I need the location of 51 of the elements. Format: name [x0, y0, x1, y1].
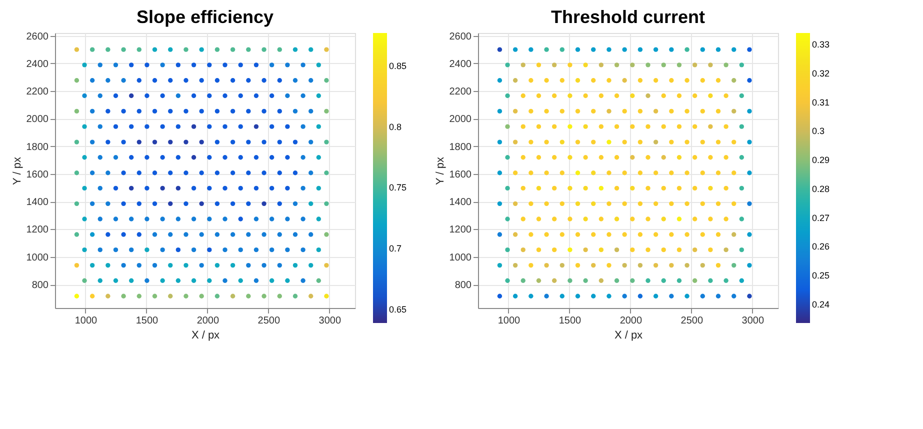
x-tick-label: 1500	[558, 316, 582, 326]
y-tick-label: 1200	[26, 224, 49, 236]
x-tick-label: 3000	[742, 316, 764, 326]
y-tick-label: 1800	[449, 142, 472, 153]
x-tick-label: 1000	[498, 316, 521, 326]
x-tick-label: 2500	[258, 316, 280, 326]
color-bar-label: 0.65	[389, 304, 407, 315]
y-tick-label: 1000	[449, 252, 472, 264]
y-tick-label: 1600	[26, 169, 49, 180]
x-axis-title: X / px	[614, 330, 644, 342]
color-bar-label: 0.7	[389, 244, 402, 254]
y-tick-label: 1400	[449, 197, 472, 208]
color-bar-label: 0.29	[812, 155, 830, 166]
y-tick-label: 800	[454, 280, 472, 292]
y-tick-label: 1000	[26, 252, 49, 264]
x-tick-label: 2500	[680, 316, 704, 326]
y-axis-title: Y / px	[434, 156, 446, 185]
y-tick-label: 1600	[449, 169, 472, 180]
y-tick-label: 1400	[26, 197, 49, 208]
color-bar-label: 0.26	[812, 242, 830, 252]
y-tick-label: 2000	[26, 114, 49, 126]
chart-title: Slope efficiency	[136, 6, 274, 27]
y-tick-label: 2600	[26, 31, 49, 42]
y-tick-label: 2600	[449, 31, 472, 42]
x-axis-title: X / px	[191, 330, 220, 342]
y-tick-label: 800	[32, 280, 49, 292]
x-tick-label: 3000	[318, 316, 342, 326]
x-tick-label: 1000	[74, 316, 98, 326]
x-tick-label: 2000	[620, 316, 642, 326]
x-tick-label: 1500	[136, 316, 159, 326]
y-tick-label: 2200	[26, 86, 49, 98]
y-tick-label: 2000	[449, 114, 472, 126]
color-bar-label: 0.3	[812, 126, 825, 136]
chart-title: Threshold current	[550, 6, 706, 27]
y-axis-title: Y / px	[11, 156, 24, 185]
color-bar-label: 0.25	[812, 270, 830, 281]
color-bar-label: 0.31	[812, 97, 830, 108]
color-bar-label: 0.8	[389, 122, 402, 132]
x-tick-label: 2000	[196, 316, 220, 326]
y-tick-label: 2400	[449, 58, 472, 70]
y-tick-label: 2200	[449, 86, 472, 98]
color-bar-label: 0.85	[389, 60, 407, 71]
y-tick-label: 1200	[449, 224, 472, 236]
color-bar-label: 0.24	[812, 300, 830, 310]
color-bar-label: 0.28	[812, 184, 830, 194]
color-bar-label: 0.75	[389, 182, 407, 193]
color-bar-label: 0.32	[812, 68, 830, 78]
y-tick-label: 2400	[26, 58, 49, 70]
y-tick-label: 1800	[26, 142, 49, 153]
color-bar-label: 0.27	[812, 212, 830, 223]
color-bar-label: 0.33	[812, 40, 830, 50]
